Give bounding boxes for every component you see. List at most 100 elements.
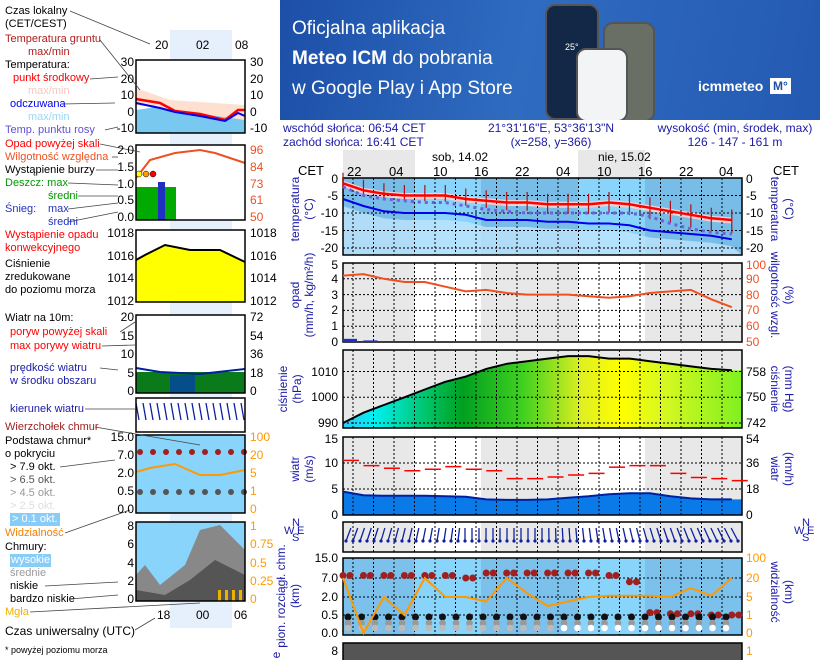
legend-tick-label: 1014 bbox=[94, 271, 134, 285]
axis-tick-label: 0 bbox=[746, 172, 753, 186]
axis-tick-label: 100 bbox=[746, 258, 766, 272]
legend-cloud-top-dot bbox=[241, 449, 247, 455]
cloud-base-dot-01 bbox=[345, 625, 352, 632]
cloud-base-dot-01 bbox=[439, 625, 446, 632]
wind-arrow-head bbox=[344, 539, 347, 542]
legend-utc: Czas uniwersalny (UTC) bbox=[5, 624, 135, 638]
wind-arrow-head bbox=[351, 539, 354, 542]
legend-tick-label: 0 bbox=[250, 105, 257, 119]
legend-tick-label: 0 bbox=[94, 384, 134, 398]
legend-tick-label: 0.25 bbox=[250, 574, 273, 588]
legend-tick-label: 1012 bbox=[94, 294, 134, 308]
legend-tick-label: 1016 bbox=[94, 249, 134, 263]
legend-cloud-top-dot bbox=[215, 449, 221, 455]
wind-arrow-head bbox=[435, 539, 438, 542]
legend-cloud-base-dot bbox=[228, 489, 234, 495]
cloud-top-dot bbox=[442, 572, 449, 579]
axis-tick-label: 0 bbox=[300, 508, 338, 522]
hour-label: 22 bbox=[679, 165, 693, 179]
cloud-base-dot-79 bbox=[615, 614, 622, 621]
cloud-base-dot-01 bbox=[399, 625, 406, 632]
cloud-top-dot bbox=[531, 570, 538, 577]
day-label-sun: nie, 15.02 bbox=[598, 150, 651, 164]
cloud-base-dot-01 bbox=[561, 625, 568, 632]
legend-rain-max: Deszcz: max bbox=[5, 177, 68, 190]
legend-tick-label: 2 bbox=[94, 574, 134, 588]
axis-tick-label: -15 bbox=[746, 224, 763, 238]
wind-arrow-head bbox=[568, 539, 571, 542]
legend-leader-line bbox=[135, 618, 155, 630]
cloud-base-dot-01 bbox=[412, 625, 419, 632]
cloud-top-dot bbox=[613, 572, 620, 579]
wind-arrow-head bbox=[729, 539, 732, 542]
wind-arrow-head bbox=[680, 539, 683, 542]
cloud-base-dot-79 bbox=[655, 614, 662, 621]
legend-tick-label: 7.0 bbox=[94, 448, 134, 462]
legend-tick-label: 18 bbox=[250, 366, 263, 380]
cloud-base-dot-79 bbox=[466, 614, 473, 621]
cloud-top-dot bbox=[428, 572, 435, 579]
legend-storm: Wystąpienie burzy bbox=[5, 164, 95, 177]
legend-clouds: Chmury: bbox=[5, 541, 47, 554]
bottom-hour: 06 bbox=[234, 608, 247, 622]
legend-tick-label: 96 bbox=[250, 143, 263, 157]
wind-arrow-head bbox=[596, 539, 599, 542]
cloud-top-dot bbox=[449, 572, 456, 579]
hour-label: 22 bbox=[347, 165, 361, 179]
wind-arrow-head bbox=[638, 539, 641, 542]
cloud-base-dot-01 bbox=[615, 625, 622, 632]
wind-arrow-head bbox=[666, 539, 669, 542]
legend-tick-label: 10 bbox=[250, 88, 263, 102]
wind-arrow-head bbox=[379, 539, 382, 542]
legend-tick-label: 72 bbox=[250, 310, 263, 324]
cloud-base-dot-79 bbox=[709, 614, 716, 621]
legend-tick-label: 0.5 bbox=[250, 556, 267, 570]
wind-arrow-head bbox=[393, 539, 396, 542]
visibility-axis-title: (km)widzialność bbox=[768, 552, 796, 632]
cloud-base-dot-79 bbox=[669, 614, 676, 621]
cloud-top-dot bbox=[367, 572, 374, 579]
cloud-base-dot-01 bbox=[655, 625, 662, 632]
cloud-top-dot bbox=[347, 572, 354, 579]
legend-tick-label: 0 bbox=[94, 592, 134, 606]
legend-cloud-top-dot bbox=[189, 449, 195, 455]
axis-tick-label: 758 bbox=[746, 365, 766, 379]
cloud-base-dot-01 bbox=[696, 625, 703, 632]
legend-wind10: Wiatr na 10m: bbox=[5, 312, 73, 325]
axis-tick-label: 742 bbox=[746, 416, 766, 430]
legend-rh: Wilgotność względna bbox=[5, 151, 108, 164]
wind-arrow-head bbox=[540, 539, 543, 542]
wind-arrow-head bbox=[442, 539, 445, 542]
hour-label: 16 bbox=[638, 165, 652, 179]
legend-cloud-base-dot bbox=[202, 489, 208, 495]
precip-bar bbox=[343, 339, 357, 342]
axis-tick-label: 750 bbox=[746, 390, 766, 404]
legend-precip-over: Opad powyżej skali bbox=[5, 138, 100, 151]
cloud-base-dot-01 bbox=[520, 625, 527, 632]
cloud-top-dot bbox=[503, 570, 510, 577]
axis-tick-label: 1 bbox=[746, 644, 753, 658]
legend-storm-dot bbox=[136, 171, 142, 177]
top-hour: 08 bbox=[235, 38, 248, 52]
legend-fog-bar bbox=[218, 590, 221, 601]
cloud-top-dot bbox=[387, 572, 394, 579]
legend-cloud-top-dot bbox=[176, 449, 182, 455]
cloud-top-dot bbox=[551, 570, 558, 577]
wind-arrow-head bbox=[414, 539, 417, 542]
wind-kmh-axis-title: (km/h)wiatr bbox=[768, 429, 796, 509]
axis-tick-label: 15.0 bbox=[300, 551, 338, 565]
legend-tick-label: 8 bbox=[94, 519, 134, 533]
axis-tick-label: 5 bbox=[300, 482, 338, 496]
legend-dew: Temp. punktu rosy bbox=[5, 124, 95, 137]
axis-tick-label: 50 bbox=[746, 335, 759, 349]
legend-cloud-base-2: o pokryciu bbox=[5, 448, 55, 461]
axis-tick-label: 20 bbox=[746, 571, 759, 585]
cover-panel-background bbox=[343, 643, 742, 660]
cloud-top-dot bbox=[340, 572, 347, 579]
temp-axis-title-right: (°C)temperatura bbox=[768, 169, 796, 249]
wind-arrow-head bbox=[610, 539, 613, 542]
cloud-top-dot bbox=[524, 570, 531, 577]
legend-ground-temp-maxmin: max/min bbox=[28, 46, 70, 59]
